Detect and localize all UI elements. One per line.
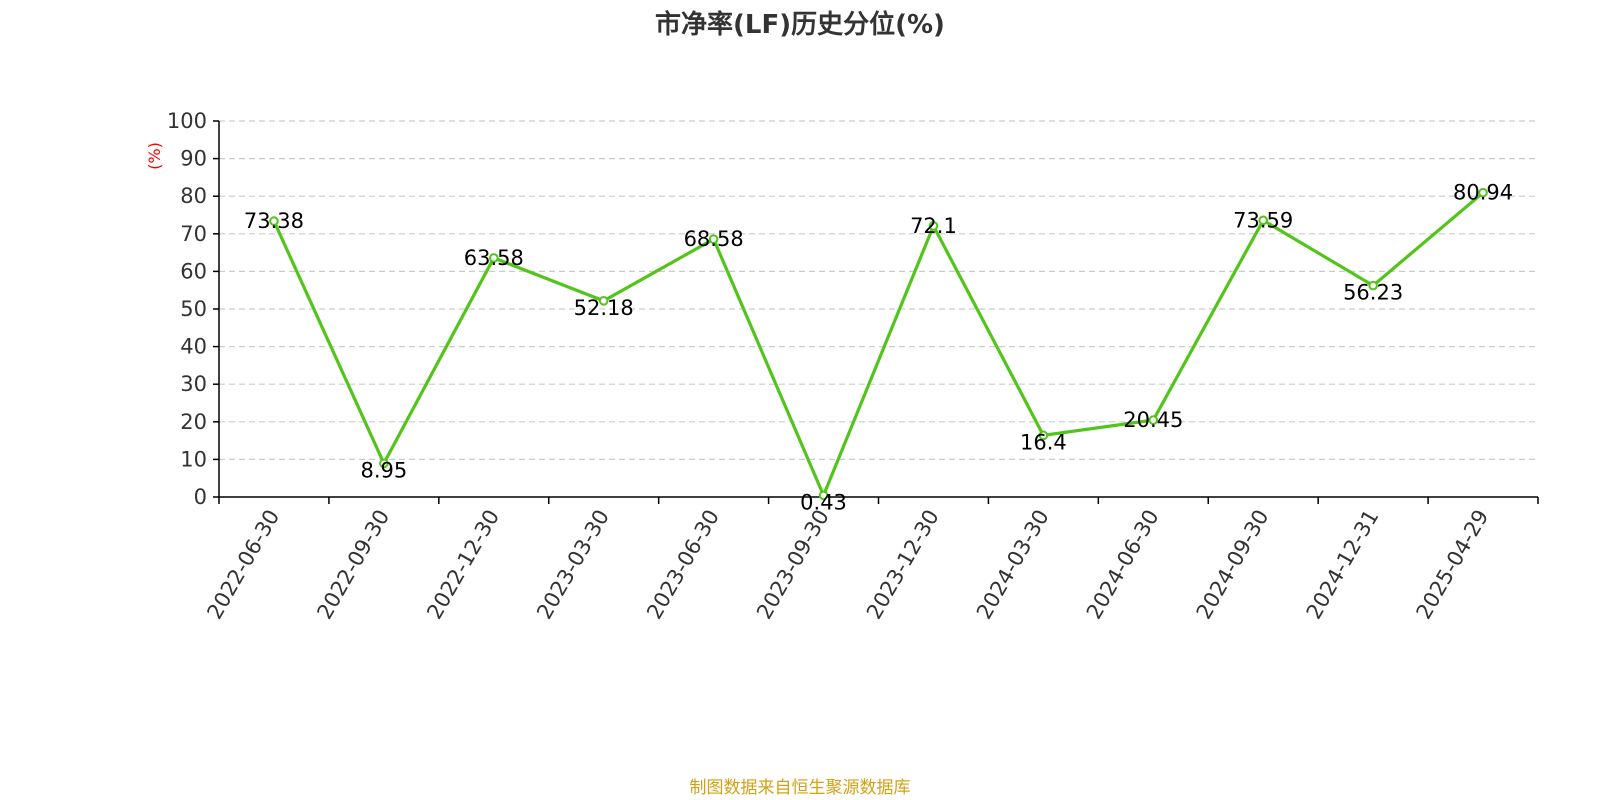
y-tick-label: 20 [180, 410, 207, 434]
x-tick-label: 2023-06-30 [642, 506, 724, 624]
x-tick-label: 2024-03-30 [972, 506, 1054, 624]
y-tick-label: 80 [180, 184, 207, 208]
y-axis-label: (%) [145, 142, 164, 170]
y-tick-label: 0 [194, 485, 207, 509]
x-tick-label: 2023-09-30 [752, 506, 834, 624]
y-tick-label: 50 [180, 297, 207, 321]
y-tick-label: 40 [180, 335, 207, 359]
data-label: 72.1 [910, 214, 957, 238]
data-label: 68.58 [684, 227, 744, 251]
data-point [598, 296, 609, 306]
data-point [818, 490, 829, 501]
y-tick-label: 70 [180, 222, 207, 246]
y-tick-label: 30 [180, 372, 207, 396]
y-tick-label: 60 [180, 259, 207, 283]
x-tick-label: 2022-09-30 [312, 506, 394, 624]
data-label: 16.4 [1020, 430, 1067, 454]
data-point [1148, 415, 1159, 425]
data-point [928, 221, 939, 231]
data-point [379, 458, 389, 469]
data-point [1368, 280, 1378, 291]
x-tick-label: 2024-09-30 [1192, 506, 1274, 624]
source-note: 制图数据来自恒生聚源数据库 [690, 778, 911, 798]
x-tick-label: 2023-03-30 [532, 506, 614, 624]
y-tick-labels: 0 10 20 30 40 50 60 70 80 90 100 [167, 109, 207, 509]
data-label: 8.95 [360, 458, 407, 482]
data-label: 0.43 [800, 490, 847, 514]
grid-lines [219, 120, 1538, 460]
data-label: 73.38 [244, 209, 304, 233]
data-label: 52.18 [574, 296, 634, 320]
x-tick-label: 2022-06-30 [202, 506, 284, 624]
data-point [1038, 430, 1049, 441]
data-label: 20.45 [1123, 408, 1183, 432]
data-label: 63.58 [464, 246, 524, 270]
axes [213, 120, 1539, 504]
x-tick-label: 2024-12-31 [1302, 506, 1384, 624]
data-label: 80.94 [1453, 181, 1513, 205]
data-label: 73.59 [1233, 208, 1293, 232]
x-tick-labels: 2022-06-30 2022-09-30 2022-12-30 2023-03-30… [202, 506, 1493, 624]
data-point [269, 216, 279, 226]
data-point [708, 234, 719, 244]
x-tick-label: 2024-06-30 [1082, 506, 1164, 624]
data-labels: 73.38 8.95 63.58 52.18 68.58 0.43 72.1 16.4 20.4… [244, 181, 1513, 515]
y-tick-label: 90 [180, 147, 207, 171]
x-tick-label: 2022-12-30 [422, 506, 504, 624]
y-tick-label: 10 [180, 447, 207, 471]
x-tick-label: 2025-04-29 [1412, 506, 1494, 624]
chart-title: 市净率(LF)历史分位(%) [655, 9, 945, 40]
x-tick-label: 2023-12-30 [862, 506, 944, 624]
data-point [1258, 215, 1269, 226]
data-label: 56.23 [1343, 281, 1403, 305]
data-point [1478, 187, 1488, 198]
y-tick-label: 100 [167, 109, 207, 133]
series-line [272, 191, 1485, 500]
series-line-group [269, 187, 1488, 501]
data-point [488, 253, 499, 263]
